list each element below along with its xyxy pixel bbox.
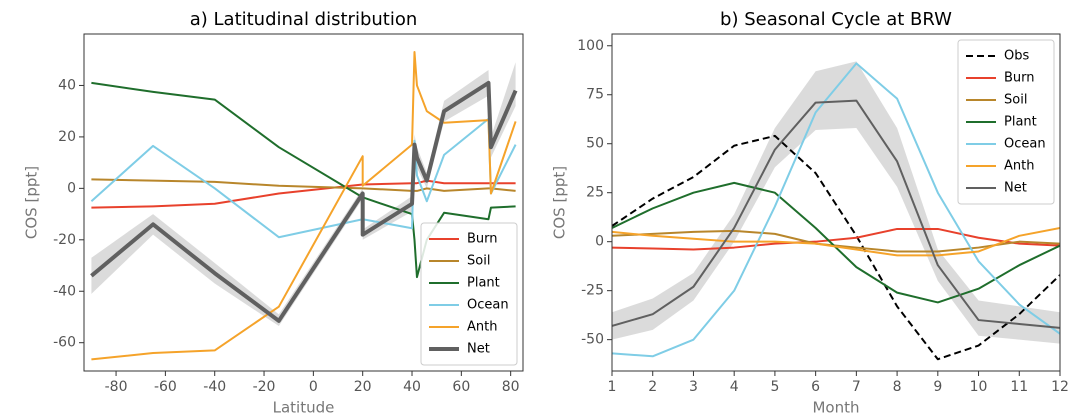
y-tick-label: -25: [581, 283, 604, 299]
y-tick-label: 20: [58, 129, 76, 145]
legend-label: Anth: [467, 320, 497, 335]
x-tick-label: -40: [203, 379, 226, 395]
y-tick-label: -60: [53, 335, 76, 351]
series-line: [91, 81, 516, 279]
series-line: [612, 134, 1060, 361]
series-line: [91, 51, 517, 361]
series-line: [612, 99, 1060, 329]
x-tick-label: 20: [354, 379, 372, 395]
y-axis-label: COS [ppt]: [551, 166, 569, 239]
series-line: [612, 227, 1060, 251]
legend-box: [420, 222, 518, 366]
legend-label: Burn: [1004, 71, 1035, 86]
x-axis-label: Latitude: [273, 399, 335, 417]
x-tick-label: 4: [730, 379, 739, 395]
legend-label: Obs: [1004, 49, 1029, 64]
x-tick-label: 1: [608, 379, 617, 395]
y-tick-label: 0: [595, 234, 604, 250]
x-tick-label: -60: [154, 379, 177, 395]
x-axis-label: Month: [812, 399, 859, 417]
y-tick-label: 40: [58, 77, 76, 93]
y-tick-label: 25: [586, 185, 604, 201]
x-tick-label: 0: [309, 379, 318, 395]
legend-label: Ocean: [467, 298, 509, 313]
plot-area: [612, 61, 1060, 361]
series-line: [91, 179, 516, 209]
y-axis-label: COS [ppt]: [23, 166, 41, 239]
y-tick-label: 100: [577, 38, 604, 54]
series-line: [612, 62, 1060, 358]
x-tick-label: 80: [502, 379, 520, 395]
series-line: [91, 178, 516, 192]
legend-box: [957, 39, 1055, 205]
plot-area: [90, 51, 518, 361]
series-line: [612, 226, 1060, 257]
x-tick-label: 5: [770, 379, 779, 395]
x-tick-label: 11: [1010, 379, 1028, 395]
legend: Burn Soil Plant Ocean Anth Net: [420, 222, 518, 366]
y-tick-label: -40: [53, 283, 76, 299]
x-tick-label: 3: [689, 379, 698, 395]
uncertainty-band: [612, 61, 1060, 344]
y-tick-label: 75: [586, 87, 604, 103]
y-tick-label: 50: [586, 136, 604, 152]
x-tick-label: 9: [933, 379, 942, 395]
legend-label: Plant: [1004, 115, 1037, 130]
legend-label: Soil: [467, 254, 490, 269]
legend-label: Net: [467, 342, 490, 357]
subplot: a) Latitudinal distribution Latitude COS […: [23, 9, 524, 417]
chart-title: b) Seasonal Cycle at BRW: [720, 9, 952, 30]
legend-label: Plant: [467, 276, 500, 291]
x-tick-label: 40: [403, 379, 421, 395]
x-tick-label: 8: [893, 379, 902, 395]
legend: Obs Burn Soil Plant Ocean Anth Net: [957, 39, 1055, 205]
legend-label: Net: [1004, 181, 1027, 196]
x-tick-label: -20: [253, 379, 276, 395]
x-tick-label: 2: [648, 379, 657, 395]
axes-frame: [83, 33, 524, 372]
x-tick-label: 7: [852, 379, 861, 395]
x-tick-label: -80: [105, 379, 128, 395]
legend-label: Ocean: [1004, 137, 1046, 152]
x-tick-label: 60: [452, 379, 470, 395]
x-tick-label: 12: [1051, 379, 1069, 395]
legend-label: Soil: [1004, 93, 1027, 108]
y-tick-label: -50: [581, 332, 604, 348]
legend-label: Anth: [1004, 159, 1034, 174]
x-tick-label: 10: [970, 379, 988, 395]
series-line: [90, 80, 518, 323]
x-tick-label: 6: [811, 379, 820, 395]
legend-label: Burn: [467, 232, 498, 247]
y-tick-label: -20: [53, 232, 76, 248]
axes-frame: [611, 33, 1061, 372]
y-tick-label: 0: [67, 180, 76, 196]
chart-title: a) Latitudinal distribution: [190, 9, 418, 30]
